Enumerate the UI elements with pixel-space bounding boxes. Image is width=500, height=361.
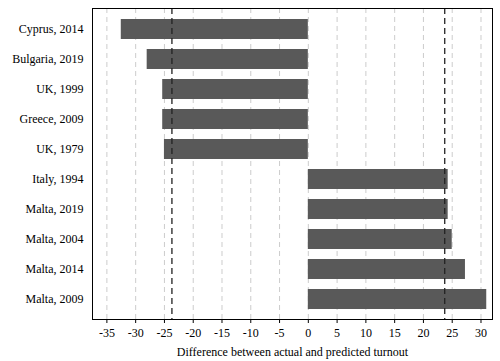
svg-text:Italy, 1994: Italy, 1994 <box>32 172 83 186</box>
svg-text:-10: -10 <box>243 326 259 340</box>
svg-text:UK, 1979: UK, 1979 <box>36 142 83 156</box>
svg-text:Malta, 2004: Malta, 2004 <box>26 232 84 246</box>
svg-text:25: 25 <box>446 326 458 340</box>
svg-text:15: 15 <box>389 326 401 340</box>
svg-text:-30: -30 <box>128 326 144 340</box>
svg-text:Difference between actual and: Difference between actual and predicted … <box>177 345 409 359</box>
svg-text:Malta, 2009: Malta, 2009 <box>26 292 84 306</box>
svg-text:Bulgaria, 2019: Bulgaria, 2019 <box>12 52 83 66</box>
svg-text:30: 30 <box>475 326 487 340</box>
svg-text:Malta, 2019: Malta, 2019 <box>26 202 84 216</box>
svg-text:-25: -25 <box>156 326 172 340</box>
svg-text:0: 0 <box>305 326 311 340</box>
svg-text:Greece, 2009: Greece, 2009 <box>20 112 84 126</box>
svg-text:-15: -15 <box>214 326 230 340</box>
svg-text:-20: -20 <box>185 326 201 340</box>
svg-text:Cyprus, 2014: Cyprus, 2014 <box>19 22 84 36</box>
svg-text:Malta, 2014: Malta, 2014 <box>26 262 84 276</box>
svg-text:20: 20 <box>417 326 429 340</box>
svg-text:-35: -35 <box>99 326 115 340</box>
svg-text:-5: -5 <box>275 326 285 340</box>
svg-text:5: 5 <box>334 326 340 340</box>
svg-text:10: 10 <box>360 326 372 340</box>
svg-text:UK, 1999: UK, 1999 <box>36 82 83 96</box>
